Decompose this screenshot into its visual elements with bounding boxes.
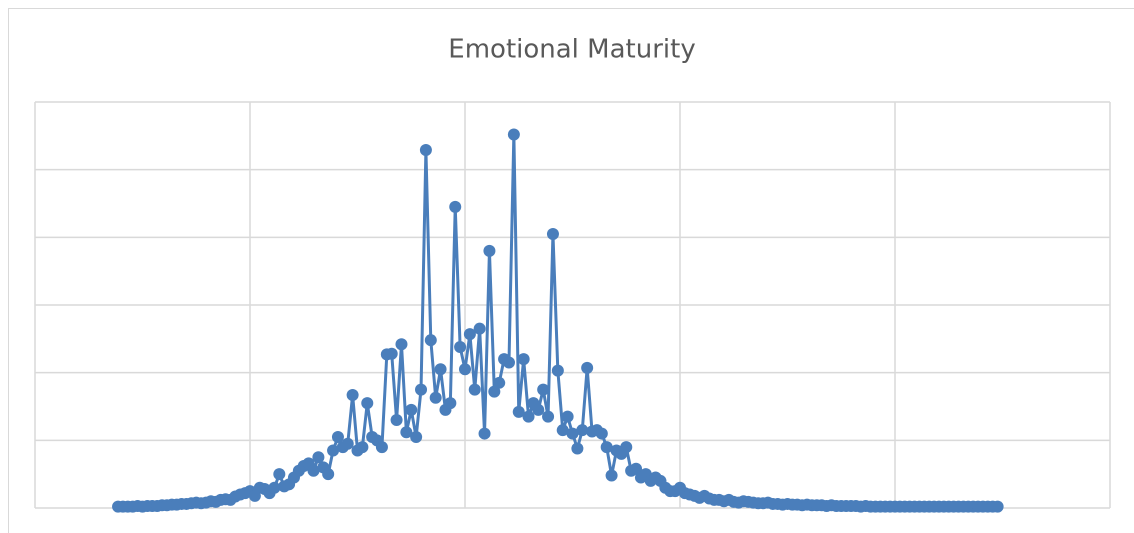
data-point [405, 403, 418, 416]
chart-border [8, 8, 1134, 533]
data-point [551, 364, 564, 377]
data-point [327, 444, 340, 457]
data-point [385, 347, 398, 360]
data-point [595, 427, 608, 440]
data-point [581, 361, 594, 374]
data-point [346, 388, 359, 401]
data-point [532, 403, 545, 416]
data-point [488, 385, 501, 398]
data-point [429, 391, 442, 404]
data-point [502, 356, 515, 369]
data-point [542, 410, 555, 423]
data-point [512, 405, 525, 418]
data-point [415, 383, 428, 396]
data-point [473, 322, 486, 335]
data-point [546, 227, 559, 240]
data-point [410, 430, 423, 443]
data-point [449, 200, 462, 213]
data-point [478, 427, 491, 440]
data-point [331, 430, 344, 443]
data-point [576, 424, 589, 437]
data-point [571, 442, 584, 455]
data-point [561, 410, 574, 423]
data-point [375, 441, 388, 454]
data-point [517, 353, 530, 366]
data-point [356, 441, 369, 454]
data-point [493, 376, 506, 389]
data-point [991, 500, 1004, 513]
data-point [434, 363, 447, 376]
data-point [307, 464, 320, 477]
data-point [507, 128, 520, 141]
data-point [268, 481, 281, 494]
data-point [522, 410, 535, 423]
data-point [312, 451, 325, 464]
data-point [454, 340, 467, 353]
data-point [620, 441, 633, 454]
data-point [400, 426, 413, 439]
data-point [600, 441, 613, 454]
data-point [605, 469, 618, 482]
data-point [468, 383, 481, 396]
data-point [341, 437, 354, 450]
data-point [556, 424, 569, 437]
data-point [630, 462, 643, 475]
data-point [537, 383, 550, 396]
data-point [395, 338, 408, 351]
data-point [463, 328, 476, 341]
chart-title: Emotional Maturity [448, 35, 695, 65]
data-point [419, 144, 432, 157]
data-point [390, 414, 403, 427]
data-point [444, 397, 457, 410]
data-point [424, 334, 437, 347]
data-point [483, 244, 496, 257]
data-point [566, 427, 579, 440]
data-point [273, 468, 286, 481]
data-point [322, 468, 335, 481]
data-point [459, 363, 471, 376]
data-point [361, 397, 374, 410]
